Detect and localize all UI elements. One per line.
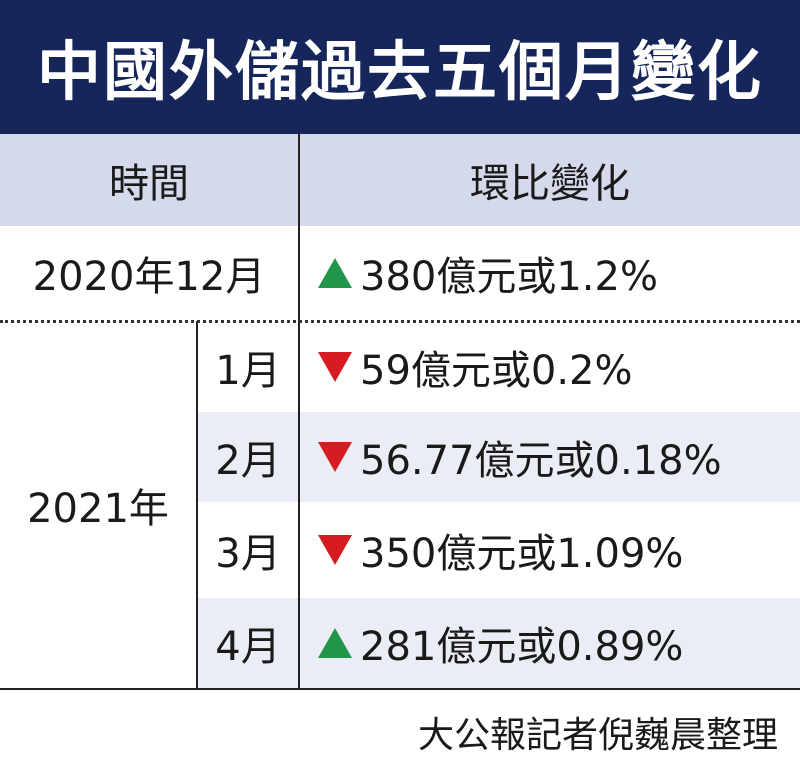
triangle-up-icon: [318, 628, 352, 658]
table-bottom-line: [0, 688, 800, 690]
header-change: 環比變化: [470, 161, 630, 207]
triangle-up-icon: [318, 258, 352, 288]
change-value: 56.77億元或0.18%: [360, 438, 722, 484]
change-value: 380億元或1.2%: [360, 254, 658, 300]
page-title: 中國外儲過去五個月變化: [37, 36, 763, 110]
row-shade-apr: [197, 598, 800, 688]
table-row-month: 4月: [215, 624, 281, 670]
table-row-month: 1月: [215, 348, 281, 394]
year-month-divider: [196, 321, 198, 690]
table-row-change: 350億元或1.09%: [318, 502, 788, 598]
triangle-down-icon: [318, 352, 352, 382]
row-separator: [0, 320, 800, 323]
table-header: 時間 環比變化: [0, 134, 800, 226]
table-row-month: 3月: [215, 531, 281, 577]
change-value: 281億元或0.89%: [360, 624, 684, 670]
table-row-change: 56.77億元或0.18%: [318, 412, 788, 502]
table-row-time: 2020年12月: [32, 254, 266, 300]
change-value: 59億元或0.2%: [360, 348, 633, 394]
credit-line: 大公報記者倪巍晨整理: [417, 715, 778, 756]
title-bar: 中國外儲過去五個月變化: [0, 0, 800, 134]
triangle-down-icon: [318, 442, 352, 472]
triangle-down-icon: [318, 535, 352, 565]
table-row-change: 59億元或0.2%: [318, 322, 788, 412]
column-divider: [298, 134, 300, 690]
change-value: 350億元或1.09%: [360, 531, 684, 577]
table-row-change: 380億元或1.2%: [318, 226, 788, 320]
table-row-year: 2021年: [27, 486, 169, 532]
table-row-change: 281億元或0.89%: [318, 598, 788, 688]
header-time: 時間: [109, 161, 189, 207]
row-shade-feb: [197, 412, 800, 502]
table-row-month: 2月: [215, 438, 281, 484]
